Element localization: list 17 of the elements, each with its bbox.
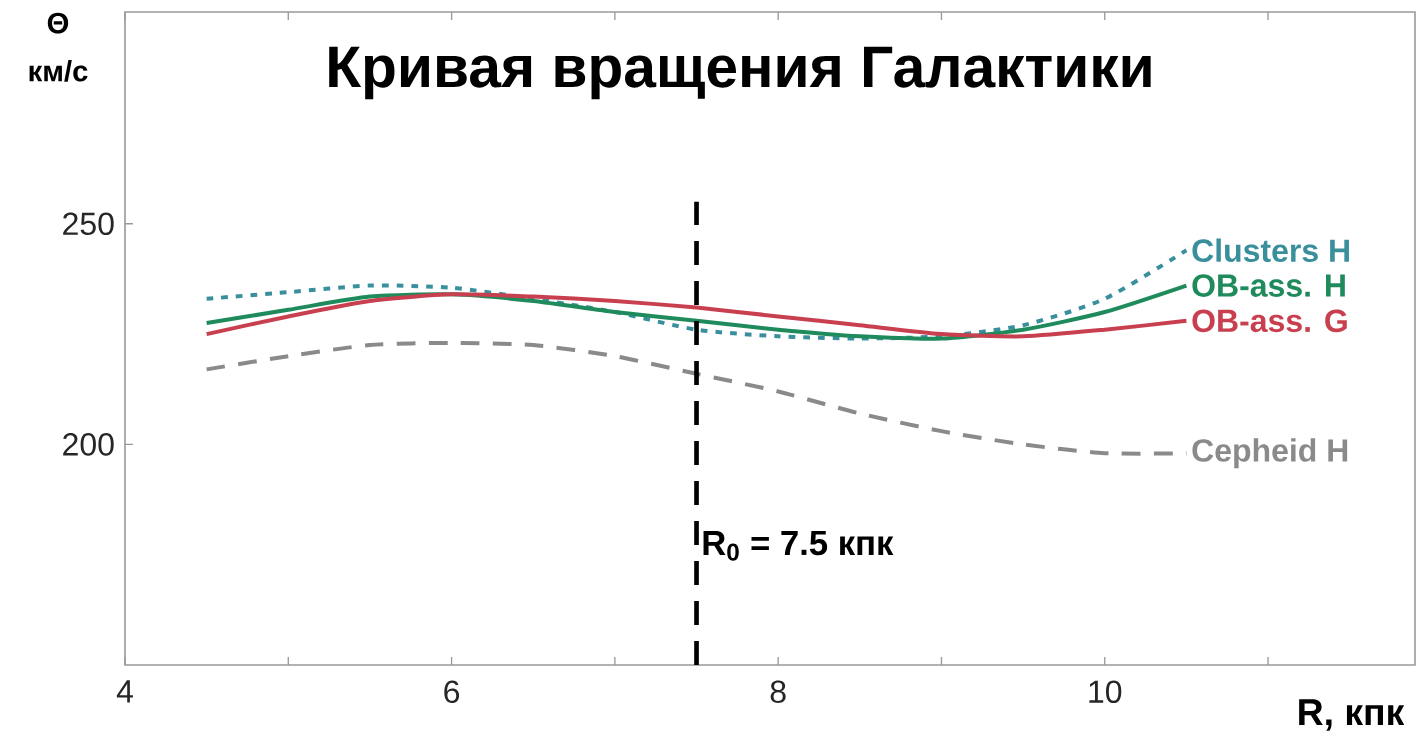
y-tick-label: 200 xyxy=(63,433,114,456)
line-series xyxy=(204,248,1189,341)
series-label: Cepheid H xyxy=(1192,438,1348,469)
x-tick-label: 10 xyxy=(1089,680,1122,704)
ref-line-label: R$_{0}$ = 7.5 кпк xyxy=(703,531,894,561)
text: Кривая вращения Галактики xyxy=(329,46,1151,100)
series-label: Clusters H xyxy=(1192,238,1349,263)
x-tick-label: 8 xyxy=(770,680,786,704)
series-label: OB-ass. H xyxy=(1192,274,1345,297)
x-tick-label: 6 xyxy=(444,680,460,704)
series-label: OB-ass. G xyxy=(1192,309,1347,333)
line-series xyxy=(204,292,1189,339)
y-tick-label: 250 xyxy=(63,212,114,236)
y-axis-title: Θ км/с xyxy=(29,12,88,82)
x-tick-label: 4 xyxy=(116,680,133,703)
line-series xyxy=(204,283,1189,341)
x-axis-title: R, кпк xyxy=(1299,699,1405,731)
